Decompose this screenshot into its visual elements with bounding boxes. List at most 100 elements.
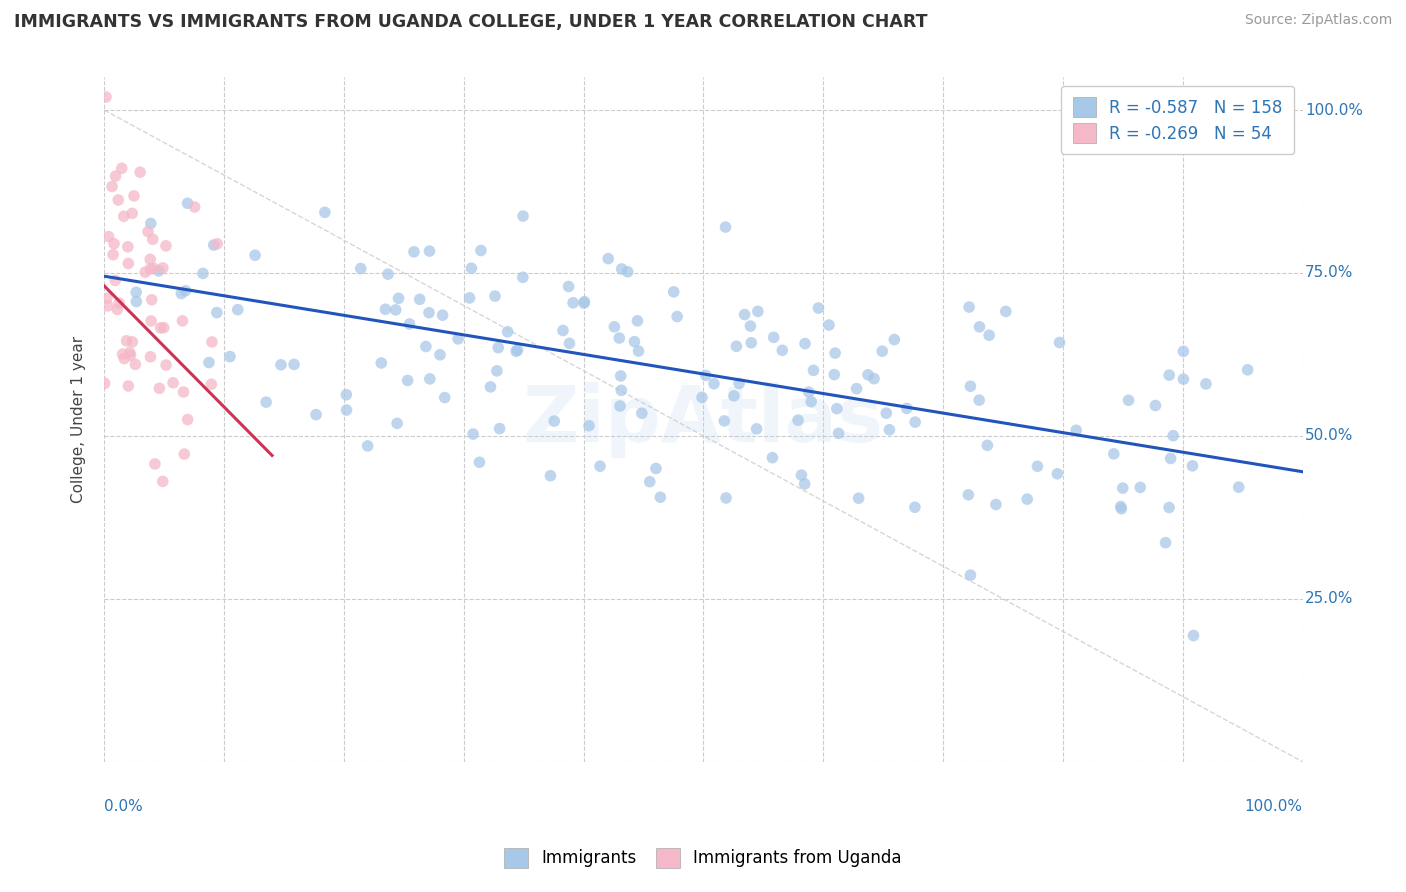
Point bbox=[125, 285, 148, 300]
Point bbox=[356, 439, 378, 453]
Point bbox=[794, 336, 817, 351]
Point bbox=[176, 196, 198, 211]
Point bbox=[370, 356, 392, 370]
Point bbox=[484, 289, 506, 303]
Point bbox=[976, 438, 998, 452]
Point bbox=[551, 324, 574, 338]
Point bbox=[957, 488, 980, 502]
Point bbox=[219, 350, 242, 364]
Point bbox=[1161, 428, 1184, 442]
Text: 25.0%: 25.0% bbox=[1305, 591, 1354, 607]
Point bbox=[959, 379, 981, 393]
Point bbox=[415, 339, 437, 353]
Point bbox=[205, 236, 228, 251]
Point bbox=[97, 299, 120, 313]
Point bbox=[1102, 447, 1125, 461]
Point bbox=[120, 348, 142, 362]
Point bbox=[148, 264, 170, 278]
Point bbox=[883, 333, 905, 347]
Point bbox=[479, 380, 502, 394]
Text: ZipAtlas: ZipAtlas bbox=[523, 382, 884, 458]
Point bbox=[856, 368, 879, 382]
Point bbox=[1173, 344, 1195, 359]
Point bbox=[226, 302, 249, 317]
Point bbox=[1064, 423, 1087, 437]
Point bbox=[485, 364, 508, 378]
Point bbox=[104, 273, 127, 287]
Point bbox=[506, 343, 529, 357]
Point bbox=[134, 265, 156, 279]
Point bbox=[578, 418, 600, 433]
Point bbox=[863, 372, 886, 386]
Point bbox=[823, 368, 845, 382]
Point bbox=[125, 294, 148, 309]
Point bbox=[429, 348, 451, 362]
Point bbox=[418, 244, 440, 258]
Point bbox=[713, 414, 735, 428]
Point bbox=[270, 358, 292, 372]
Point bbox=[101, 179, 124, 194]
Point bbox=[155, 239, 177, 253]
Point bbox=[1112, 481, 1135, 495]
Point bbox=[103, 236, 125, 251]
Point bbox=[610, 368, 633, 383]
Point bbox=[904, 415, 927, 429]
Point bbox=[703, 376, 725, 391]
Point bbox=[1173, 372, 1195, 386]
Point bbox=[690, 391, 713, 405]
Point bbox=[574, 294, 596, 309]
Point bbox=[623, 334, 645, 349]
Point bbox=[994, 304, 1017, 318]
Point bbox=[1109, 500, 1132, 514]
Point bbox=[607, 331, 630, 345]
Point bbox=[174, 284, 197, 298]
Point bbox=[183, 200, 205, 214]
Point bbox=[979, 328, 1001, 343]
Point bbox=[486, 341, 509, 355]
Point bbox=[374, 302, 396, 317]
Point bbox=[152, 260, 174, 275]
Point bbox=[1144, 399, 1167, 413]
Point bbox=[824, 346, 846, 360]
Text: 0.0%: 0.0% bbox=[104, 799, 143, 814]
Point bbox=[638, 475, 661, 489]
Point bbox=[461, 427, 484, 442]
Point bbox=[148, 381, 170, 395]
Point bbox=[630, 406, 652, 420]
Point bbox=[139, 252, 162, 267]
Point bbox=[419, 372, 441, 386]
Point bbox=[666, 310, 689, 324]
Point bbox=[957, 300, 980, 314]
Point bbox=[557, 279, 579, 293]
Point bbox=[1195, 376, 1218, 391]
Point bbox=[335, 403, 357, 417]
Point bbox=[201, 334, 224, 349]
Point bbox=[112, 351, 135, 366]
Point bbox=[152, 320, 174, 334]
Point bbox=[662, 285, 685, 299]
Point bbox=[725, 339, 748, 353]
Point bbox=[433, 391, 456, 405]
Point bbox=[734, 308, 756, 322]
Point bbox=[800, 394, 823, 409]
Point bbox=[558, 336, 581, 351]
Point bbox=[870, 344, 893, 359]
Point bbox=[543, 414, 565, 428]
Point bbox=[101, 248, 124, 262]
Text: 75.0%: 75.0% bbox=[1305, 266, 1354, 280]
Point bbox=[94, 90, 117, 104]
Point bbox=[139, 350, 162, 364]
Point bbox=[460, 261, 482, 276]
Point bbox=[1129, 480, 1152, 494]
Point bbox=[117, 256, 139, 270]
Point bbox=[118, 345, 141, 359]
Point bbox=[845, 382, 868, 396]
Point bbox=[1160, 451, 1182, 466]
Point bbox=[714, 491, 737, 505]
Point bbox=[350, 261, 373, 276]
Point bbox=[136, 225, 159, 239]
Point bbox=[305, 408, 328, 422]
Point bbox=[1118, 393, 1140, 408]
Point bbox=[598, 252, 620, 266]
Point bbox=[141, 293, 163, 307]
